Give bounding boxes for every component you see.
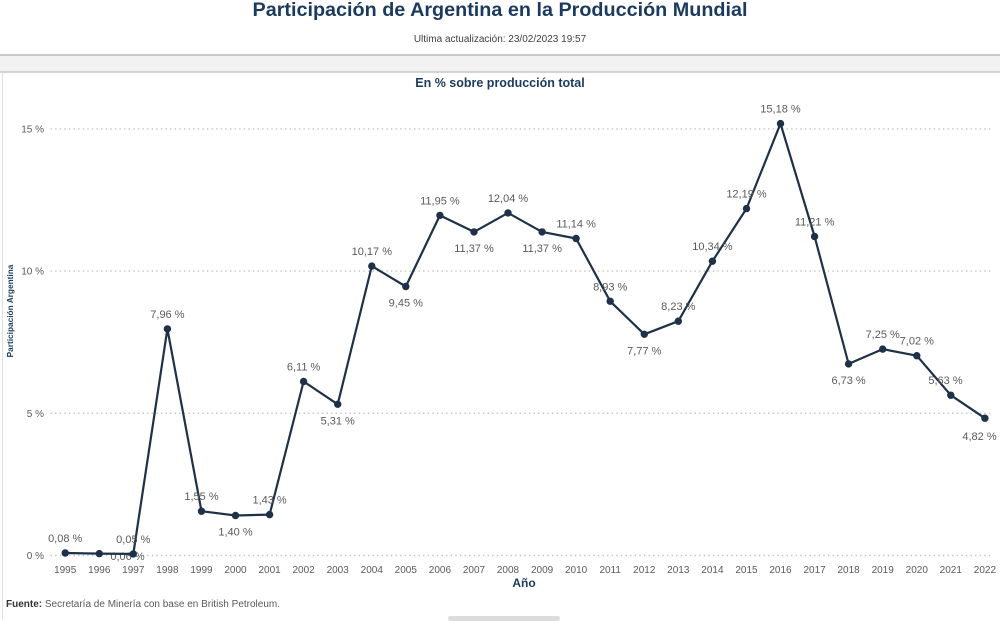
svg-text:9,45 %: 9,45 %	[389, 298, 423, 310]
svg-text:1997: 1997	[122, 565, 145, 576]
svg-text:1995: 1995	[54, 565, 77, 576]
svg-text:10,17 %: 10,17 %	[352, 246, 393, 258]
svg-text:8,93 %: 8,93 %	[593, 281, 627, 293]
svg-text:2005: 2005	[395, 565, 418, 576]
svg-text:2002: 2002	[292, 565, 315, 576]
svg-text:5,63 %: 5,63 %	[928, 375, 962, 387]
svg-text:2013: 2013	[667, 565, 690, 576]
svg-text:12,19 %: 12,19 %	[726, 189, 767, 201]
svg-text:15,18 %: 15,18 %	[760, 104, 801, 116]
svg-text:0,05 %: 0,05 %	[116, 534, 150, 546]
svg-text:2012: 2012	[633, 565, 656, 576]
svg-text:2017: 2017	[803, 565, 826, 576]
svg-text:2001: 2001	[258, 565, 281, 576]
svg-text:6,11 %: 6,11 %	[287, 362, 321, 374]
svg-text:1996: 1996	[88, 565, 111, 576]
svg-text:2014: 2014	[701, 565, 724, 576]
svg-text:2009: 2009	[531, 565, 554, 576]
svg-text:2016: 2016	[769, 565, 792, 576]
svg-text:Participación Argentina: Participación Argentina	[5, 264, 15, 357]
svg-text:7,25 %: 7,25 %	[866, 329, 900, 341]
svg-text:8,23 %: 8,23 %	[661, 301, 695, 313]
svg-text:2022: 2022	[974, 565, 997, 576]
svg-text:11,37 %: 11,37 %	[454, 243, 494, 255]
svg-text:7,02 %: 7,02 %	[900, 336, 934, 348]
svg-text:6,73 %: 6,73 %	[831, 375, 865, 387]
svg-text:Año: Año	[512, 576, 535, 590]
svg-text:7,77 %: 7,77 %	[627, 345, 661, 357]
svg-text:11,21 %: 11,21 %	[795, 217, 835, 229]
svg-text:2003: 2003	[327, 565, 350, 576]
svg-text:5,31 %: 5,31 %	[321, 415, 355, 427]
svg-text:2019: 2019	[872, 565, 895, 576]
svg-text:2008: 2008	[497, 565, 520, 576]
svg-text:10,34 %: 10,34 %	[692, 241, 733, 253]
svg-text:2007: 2007	[463, 565, 486, 576]
svg-text:11,95 %: 11,95 %	[420, 195, 460, 207]
svg-text:12,04 %: 12,04 %	[488, 193, 529, 205]
svg-text:5 %: 5 %	[27, 409, 44, 420]
svg-text:2011: 2011	[599, 565, 621, 576]
svg-text:7,96 %: 7,96 %	[150, 309, 184, 321]
svg-text:2020: 2020	[906, 565, 929, 576]
svg-text:11,14 %: 11,14 %	[556, 219, 596, 231]
svg-text:1998: 1998	[156, 565, 179, 576]
svg-text:2021: 2021	[940, 565, 963, 576]
svg-text:0 %: 0 %	[27, 551, 44, 562]
svg-text:15 %: 15 %	[21, 124, 44, 135]
svg-text:2010: 2010	[565, 565, 588, 576]
svg-text:11,37 %: 11,37 %	[522, 243, 562, 255]
svg-text:1,55 %: 1,55 %	[184, 491, 218, 503]
svg-text:1,43 %: 1,43 %	[252, 495, 286, 507]
svg-text:1999: 1999	[190, 565, 213, 576]
svg-text:4,82 %: 4,82 %	[962, 431, 996, 443]
svg-text:1,40 %: 1,40 %	[218, 527, 252, 539]
svg-text:2018: 2018	[837, 565, 860, 576]
svg-text:10 %: 10 %	[21, 267, 44, 278]
svg-text:2000: 2000	[224, 565, 247, 576]
svg-text:0,08 %: 0,08 %	[48, 533, 82, 545]
svg-text:2015: 2015	[735, 565, 758, 576]
svg-text:2006: 2006	[429, 565, 452, 576]
svg-text:2004: 2004	[361, 565, 384, 576]
